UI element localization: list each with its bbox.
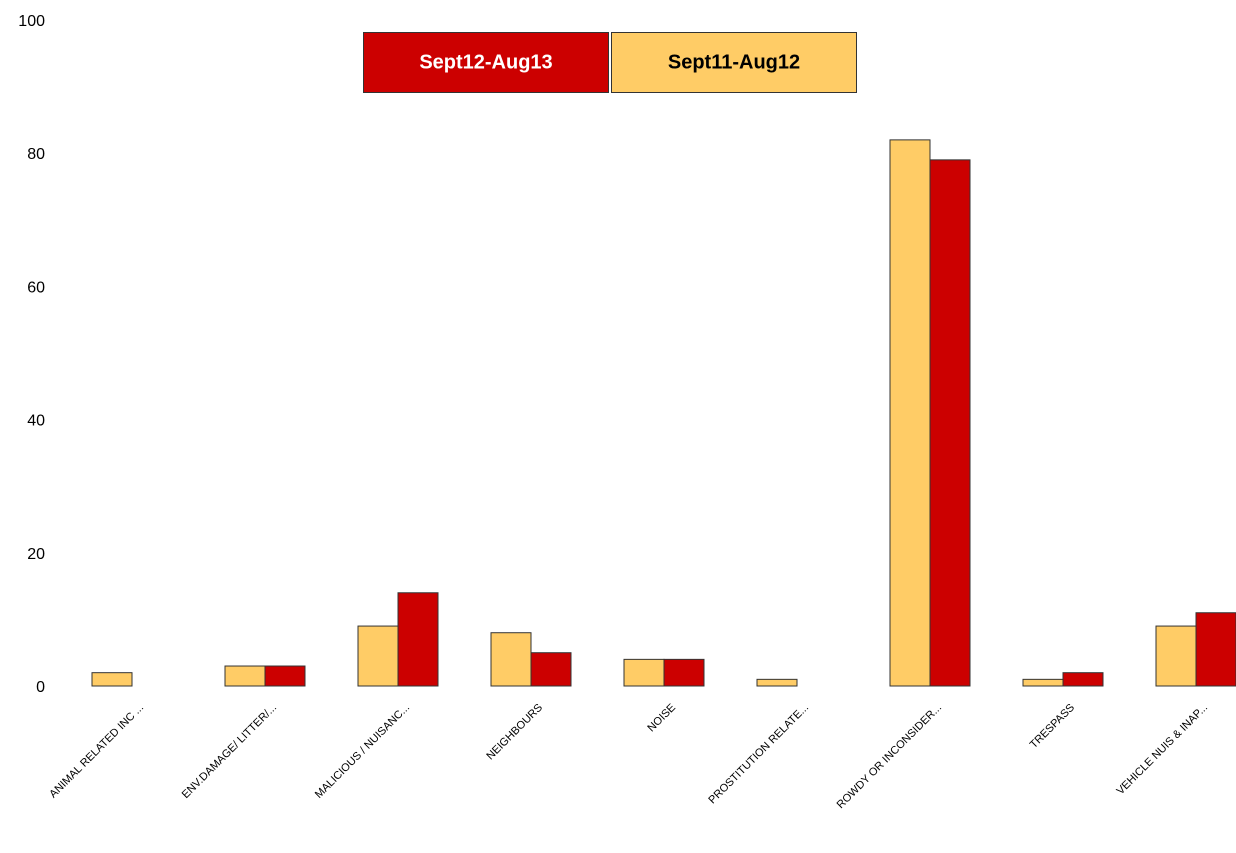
y-tick-label: 100 — [18, 13, 45, 30]
x-tick-label: MALICIOUS / NUISANC... — [313, 702, 412, 801]
bar — [1155, 625, 1197, 687]
x-tick-label: NOISE — [645, 702, 678, 735]
x-tick-label: NEIGHBOURS — [484, 702, 545, 763]
bar — [490, 632, 532, 687]
bar — [264, 665, 306, 687]
bar — [623, 658, 665, 687]
x-tick-label: PROSTITUTION RELATE... — [706, 702, 811, 807]
bar — [756, 678, 798, 687]
legend-swatch — [363, 32, 609, 93]
bar — [397, 592, 439, 687]
bar — [357, 625, 399, 687]
legend-label: Sept11-Aug12 — [668, 51, 800, 73]
y-tick-label: 80 — [27, 146, 45, 163]
x-tick-label: ROWDY OR INCONSIDER... — [835, 702, 944, 811]
bar — [1022, 678, 1064, 687]
bar — [1062, 672, 1104, 687]
bar — [530, 652, 572, 687]
bar — [224, 665, 266, 687]
bar — [663, 658, 705, 687]
x-tick-label: VEHICLE NUIS & INAP... — [1114, 702, 1210, 798]
legend-label: Sept12-Aug13 — [419, 51, 552, 73]
bar — [929, 159, 971, 687]
legend-swatch — [611, 32, 857, 93]
x-tick-label: TRESPASS — [1028, 702, 1077, 751]
x-tick-label: ENV.DAMAGE/ LITTER/... — [180, 702, 279, 801]
bar — [889, 139, 931, 687]
y-tick-label: 40 — [27, 413, 45, 430]
y-tick-label: 60 — [27, 279, 45, 296]
y-tick-label: 0 — [36, 679, 45, 696]
bar — [91, 672, 133, 687]
bar — [1195, 612, 1236, 687]
x-tick-label: ANIMAL RELATED INC ... — [47, 702, 146, 801]
y-tick-label: 20 — [27, 546, 45, 563]
